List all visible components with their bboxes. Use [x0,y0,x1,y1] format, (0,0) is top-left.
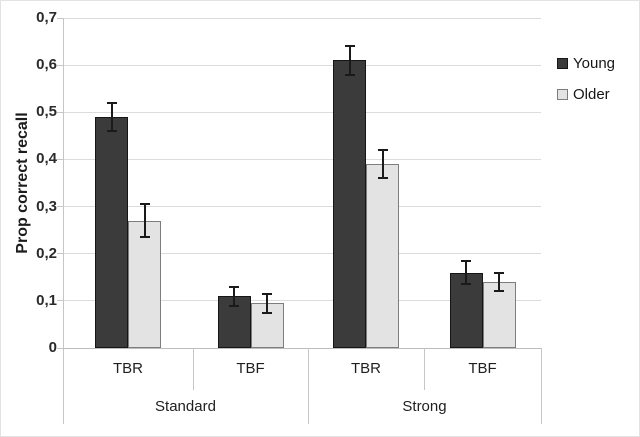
error-bar-cap [229,304,239,307]
x-category-label: TBF [236,360,265,377]
gridline [63,17,541,19]
error-bar-cap [344,45,355,48]
error-bar-cap [139,236,150,239]
category-separator [424,348,425,390]
error-bar-cap [494,290,504,293]
error-bar-cap [377,177,388,180]
y-tick-label: 0,2 [36,244,57,262]
error-bar [348,46,351,75]
x-category-label: TBF [468,360,497,377]
y-tick-mark [57,17,63,19]
legend-swatch-older-icon [557,89,568,100]
y-tick-mark [57,300,63,302]
y-tick-mark [57,158,63,160]
y-tick-label: 0,1 [36,291,57,309]
gridline [63,300,541,302]
axis-right-edge [541,348,542,424]
error-bar [498,272,500,292]
error-bar-cap [139,203,150,206]
legend-item-young: Young [557,55,615,72]
y-tick-mark [57,64,63,66]
y-tick-label: 0,4 [36,150,57,168]
category-separator [193,348,194,390]
bar-older-standard-tbr [128,220,161,348]
error-bar-cap [461,259,471,262]
y-tick-label: 0,5 [36,103,57,121]
y-tick-mark [57,347,63,349]
x-category-label: TBR [113,360,143,377]
gridline [63,111,541,113]
error-bar-cap [461,283,471,286]
error-bar-cap [344,73,355,76]
y-tick-label: 0,6 [36,56,57,74]
x-category-label: TBR [351,360,381,377]
error-bar [266,293,268,313]
x-group-label: Standard [155,398,216,415]
legend-label-older: Older [573,86,610,103]
bar-older-strong-tbr [366,164,399,348]
legend-swatch-young-icon [557,58,568,69]
y-tick-label: 0 [48,339,57,356]
bar-young-standard-tbr [95,117,128,348]
gridline [63,64,541,66]
group-separator [308,348,309,424]
error-bar [143,204,146,238]
y-tick-mark [57,206,63,208]
x-group-label: Strong [402,398,447,415]
error-bar-cap [262,311,272,314]
gridline [63,158,541,160]
error-bar-cap [494,271,504,274]
y-tick-label: 0,3 [36,197,57,215]
y-tick-mark [57,111,63,113]
error-bar [233,286,235,306]
legend: Young Older [557,55,615,117]
y-tick-label: 0,7 [36,9,57,26]
x-axis-line [63,348,541,349]
gridline [63,253,541,255]
bar-older-strong-tbf [482,282,516,348]
error-bar [110,102,113,132]
y-axis-line [63,18,64,424]
legend-label-young: Young [573,55,615,72]
gridline [63,206,541,208]
error-bar [381,150,384,179]
error-bar-cap [262,292,272,295]
error-bar-cap [106,130,117,133]
bar-young-strong-tbr [333,60,366,348]
error-bar-cap [377,149,388,151]
error-bar [465,260,467,285]
y-tick-mark [57,253,63,255]
error-bar-cap [106,101,117,104]
error-bar-cap [229,285,239,288]
legend-item-older: Older [557,86,615,103]
